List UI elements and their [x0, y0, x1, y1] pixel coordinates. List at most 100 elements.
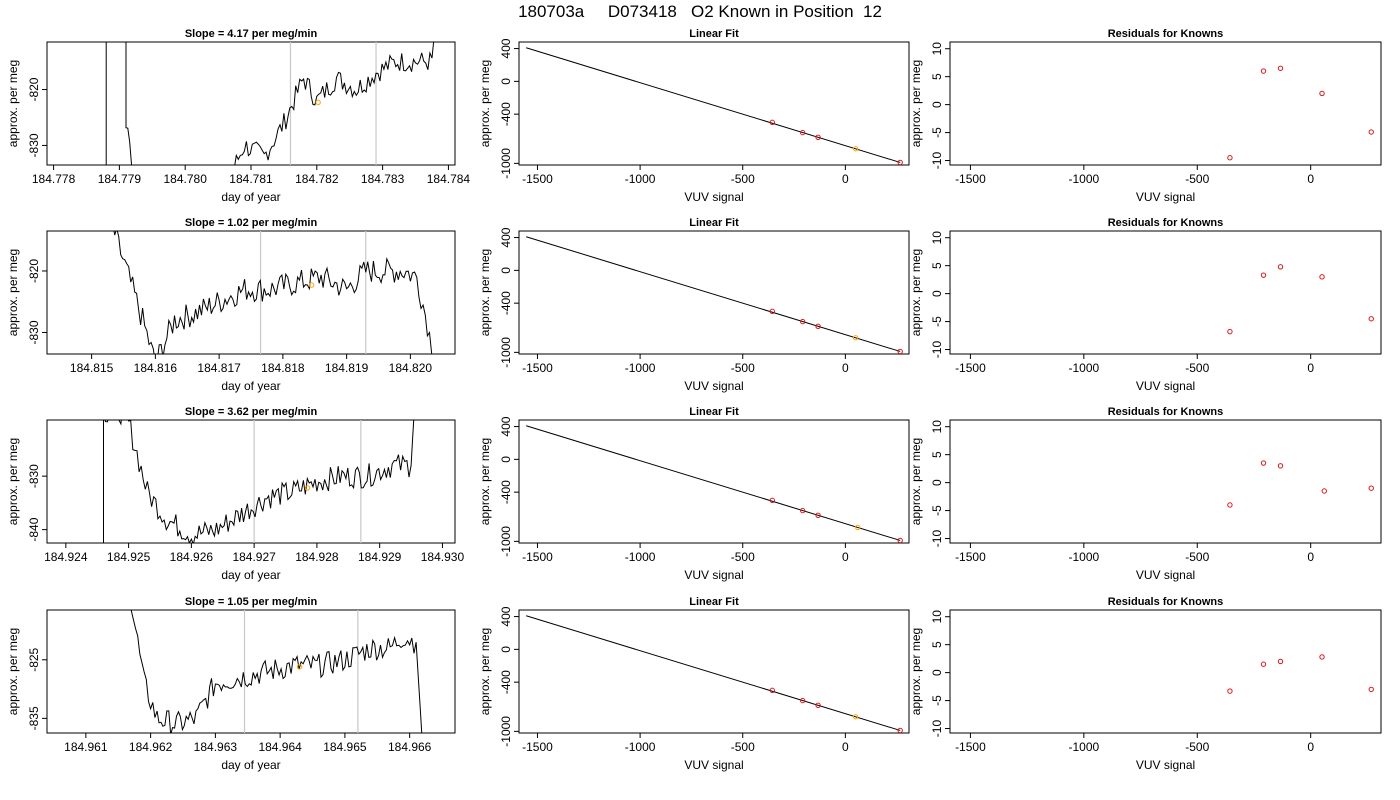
signal-trace [103, 420, 415, 543]
x-tick-label: -500 [731, 740, 755, 754]
plot-frame [46, 609, 456, 734]
y-tick-label: 400 [499, 416, 513, 436]
known-point [799, 697, 806, 704]
panel-fit-2: Linear Fit -1500 -1000 -500 0 400 0 -400 -1000 VU… [478, 217, 910, 393]
known-point [799, 129, 806, 136]
y-axis-label: approx. per meg [909, 249, 923, 336]
y-tick-label: 400 [499, 38, 513, 58]
known-point [897, 727, 903, 733]
y-tick-label: -835 [27, 706, 41, 730]
y-axis-label: approx. per meg [478, 60, 492, 147]
plot-area [526, 425, 903, 543]
plot-area [1227, 264, 1374, 335]
known-point [897, 159, 903, 165]
plot-frame [518, 419, 910, 544]
residual-point [1260, 272, 1267, 278]
panel-residuals-4: Residuals for Knowns -1500 -1000 -500 0 10 5 0 -… [909, 596, 1382, 772]
x-axis-label: day of year [221, 379, 280, 393]
y-axis-label: approx. per meg [6, 438, 20, 525]
x-tick-label: -500 [1185, 361, 1209, 375]
y-tick-label: -1000 [499, 148, 513, 179]
plot-area [105, 42, 435, 165]
x-tick-label: -500 [1185, 740, 1209, 754]
panel-time-series-2: Slope = 1.02 per meg/min 184.815 184.816 18… [6, 217, 456, 393]
x-tick-label: 0 [1307, 172, 1314, 186]
y-tick-label: 10 [930, 610, 944, 624]
x-tick-label: 184.924 [44, 550, 88, 564]
y-tick-label: -5 [930, 505, 944, 516]
signal-trace [105, 42, 435, 165]
x-tick-label: -1000 [625, 740, 656, 754]
y-tick-label: 10 [930, 231, 944, 245]
known-point [897, 348, 903, 354]
y-axis-label: approx. per meg [6, 249, 20, 336]
x-tick-label: -500 [731, 361, 755, 375]
panel-residuals-3: Residuals for Knowns -1500 -1000 -500 0 10 5 0 -… [909, 406, 1382, 582]
y-tick-label: -10 [930, 341, 944, 359]
x-tick-label: 184.929 [358, 550, 402, 564]
y-tick-label: 5 [930, 451, 944, 458]
known-point [769, 119, 775, 126]
y-tick-label: 0 [499, 646, 513, 653]
x-tick-label: -1000 [1068, 361, 1099, 375]
y-axis-label: approx. per meg [6, 60, 20, 147]
y-axis-label: approx. per meg [909, 628, 923, 715]
plot-frame [949, 41, 1382, 166]
x-tick-label: -1000 [625, 172, 656, 186]
x-tick-label: 0 [842, 550, 849, 564]
panel-title: Residuals for Knowns [1108, 406, 1224, 418]
sample-point [852, 146, 859, 152]
plot-area [130, 610, 423, 733]
x-axis-label: VUV signal [684, 568, 743, 582]
x-tick-label: -1500 [955, 361, 986, 375]
y-tick-label: 0 [930, 669, 944, 676]
panel-title: Linear Fit [689, 596, 739, 608]
panel-title: Residuals for Knowns [1108, 596, 1224, 608]
x-tick-label: 184.780 [163, 172, 207, 186]
y-tick-label: -5 [930, 316, 944, 327]
y-tick-label: -820 [27, 259, 41, 283]
x-tick-label: 184.925 [107, 550, 151, 564]
known-point [815, 702, 821, 708]
x-tick-label: -1000 [625, 550, 656, 564]
y-tick-label: 400 [499, 606, 513, 626]
x-tick-label: -1500 [522, 172, 553, 186]
residual-point [1321, 488, 1327, 494]
residual-point [1368, 686, 1374, 693]
x-tick-label: 184.817 [197, 361, 241, 375]
y-tick-label: -10 [930, 720, 944, 738]
x-tick-label: -1500 [522, 550, 553, 564]
y-tick-label: -830 [27, 133, 41, 157]
x-tick-label: 184.965 [323, 740, 367, 754]
y-axis-label: approx. per meg [478, 628, 492, 715]
panel-title: Residuals for Knowns [1108, 28, 1224, 40]
y-tick-label: -1000 [499, 526, 513, 557]
plot-area [526, 47, 903, 165]
x-axis-label: day of year [221, 568, 280, 582]
x-tick-label: 184.962 [129, 740, 173, 754]
panel-time-series-1: Slope = 4.17 per meg/min 184.778 184.779 18… [6, 28, 470, 204]
sample-point [852, 335, 859, 341]
plot-frame [46, 419, 456, 544]
panel-title: Slope = 1.02 per meg/min [185, 217, 318, 229]
x-tick-label: 0 [1307, 361, 1314, 375]
y-tick-label: 0 [499, 78, 513, 85]
x-tick-label: 184.819 [325, 361, 369, 375]
x-axis-label: VUV signal [1136, 568, 1195, 582]
x-tick-label: 184.961 [64, 740, 108, 754]
panel-residuals-2: Residuals for Knowns -1500 -1000 -500 0 10 5 0 -… [909, 217, 1382, 393]
x-axis-label: day of year [221, 190, 280, 204]
panel-title: Linear Fit [689, 28, 739, 40]
residual-point [1368, 316, 1374, 322]
x-axis-label: day of year [221, 758, 280, 772]
known-point [815, 134, 821, 140]
x-tick-label: 184.930 [421, 550, 465, 564]
panel-title: Residuals for Knowns [1108, 217, 1224, 229]
plot-area [1227, 654, 1374, 694]
y-tick-label: -5 [930, 695, 944, 706]
x-axis-label: VUV signal [684, 379, 743, 393]
x-tick-label: 184.783 [361, 172, 405, 186]
panel-fit-4: Linear Fit -1500 -1000 -500 0 400 0 -400 -1000 VU… [478, 596, 910, 772]
known-point [815, 512, 821, 518]
y-tick-label: 0 [499, 267, 513, 274]
